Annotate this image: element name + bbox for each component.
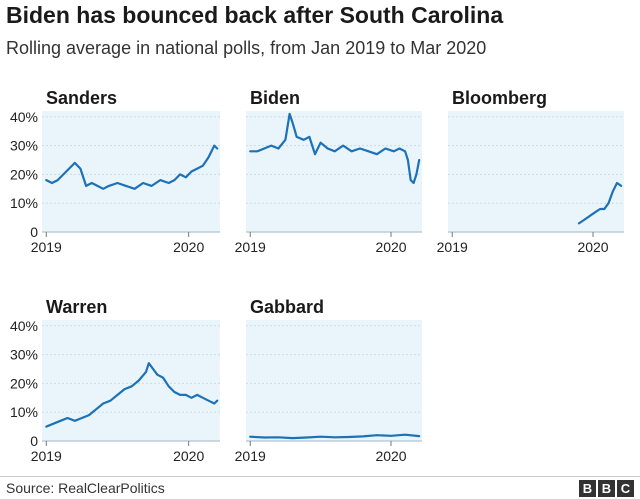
bbc-logo: B B C bbox=[579, 480, 634, 497]
panel-background-bloomberg bbox=[448, 111, 624, 232]
panel-title-warren: Warren bbox=[46, 297, 107, 317]
series-line-gabbard bbox=[249, 433, 421, 440]
y-tick-label-sanders-2: 20% bbox=[10, 166, 38, 182]
x-tick-label-gabbard-1: 2020 bbox=[375, 448, 406, 464]
x-tick-label-biden-0: 2019 bbox=[235, 239, 266, 255]
x-tick-label-gabbard-0: 2019 bbox=[235, 448, 266, 464]
panel-background-biden bbox=[246, 111, 422, 232]
panel-background-warren bbox=[42, 320, 220, 441]
panel-title-sanders: Sanders bbox=[46, 88, 117, 108]
series-line-sanders bbox=[45, 144, 219, 190]
y-tick-label-sanders-3: 10% bbox=[10, 195, 38, 211]
x-tick-label-warren-0: 2019 bbox=[31, 448, 62, 464]
y-tick-label-sanders-0: 40% bbox=[10, 109, 38, 125]
y-tick-label-warren-4: 0 bbox=[30, 433, 38, 449]
x-tick-label-warren-1: 2020 bbox=[173, 448, 204, 464]
x-tick-label-biden-1: 2020 bbox=[375, 239, 406, 255]
y-tick-label-warren-0: 40% bbox=[10, 318, 38, 334]
panel-title-bloomberg: Bloomberg bbox=[452, 88, 547, 108]
series-line-biden bbox=[249, 112, 421, 185]
bbc-logo-letter-2: B bbox=[598, 480, 615, 497]
series-line-bloomberg bbox=[577, 181, 623, 225]
bbc-logo-letter-1: B bbox=[579, 480, 596, 497]
x-tick-label-sanders-0: 2019 bbox=[31, 239, 62, 255]
panel-title-gabbard: Gabbard bbox=[250, 297, 324, 317]
x-tick-label-bloomberg-1: 2020 bbox=[577, 239, 608, 255]
panel-background-gabbard bbox=[246, 320, 422, 441]
bbc-logo-letter-3: C bbox=[617, 480, 634, 497]
x-tick-label-bloomberg-0: 2019 bbox=[437, 239, 468, 255]
footer-divider bbox=[0, 476, 640, 477]
y-tick-label-sanders-4: 0 bbox=[30, 224, 38, 240]
y-tick-label-warren-3: 10% bbox=[10, 404, 38, 420]
series-line-warren bbox=[45, 362, 219, 428]
source-note: Source: RealClearPolitics bbox=[6, 480, 165, 496]
x-tick-label-sanders-1: 2020 bbox=[173, 239, 204, 255]
chart-subtitle: Rolling average in national polls, from … bbox=[6, 38, 487, 58]
panel-title-biden: Biden bbox=[250, 88, 300, 108]
y-tick-label-warren-2: 20% bbox=[10, 375, 38, 391]
y-tick-label-warren-1: 30% bbox=[10, 347, 38, 363]
y-tick-label-sanders-1: 30% bbox=[10, 138, 38, 154]
chart-title: Biden has bounced back after South Carol… bbox=[6, 2, 504, 28]
